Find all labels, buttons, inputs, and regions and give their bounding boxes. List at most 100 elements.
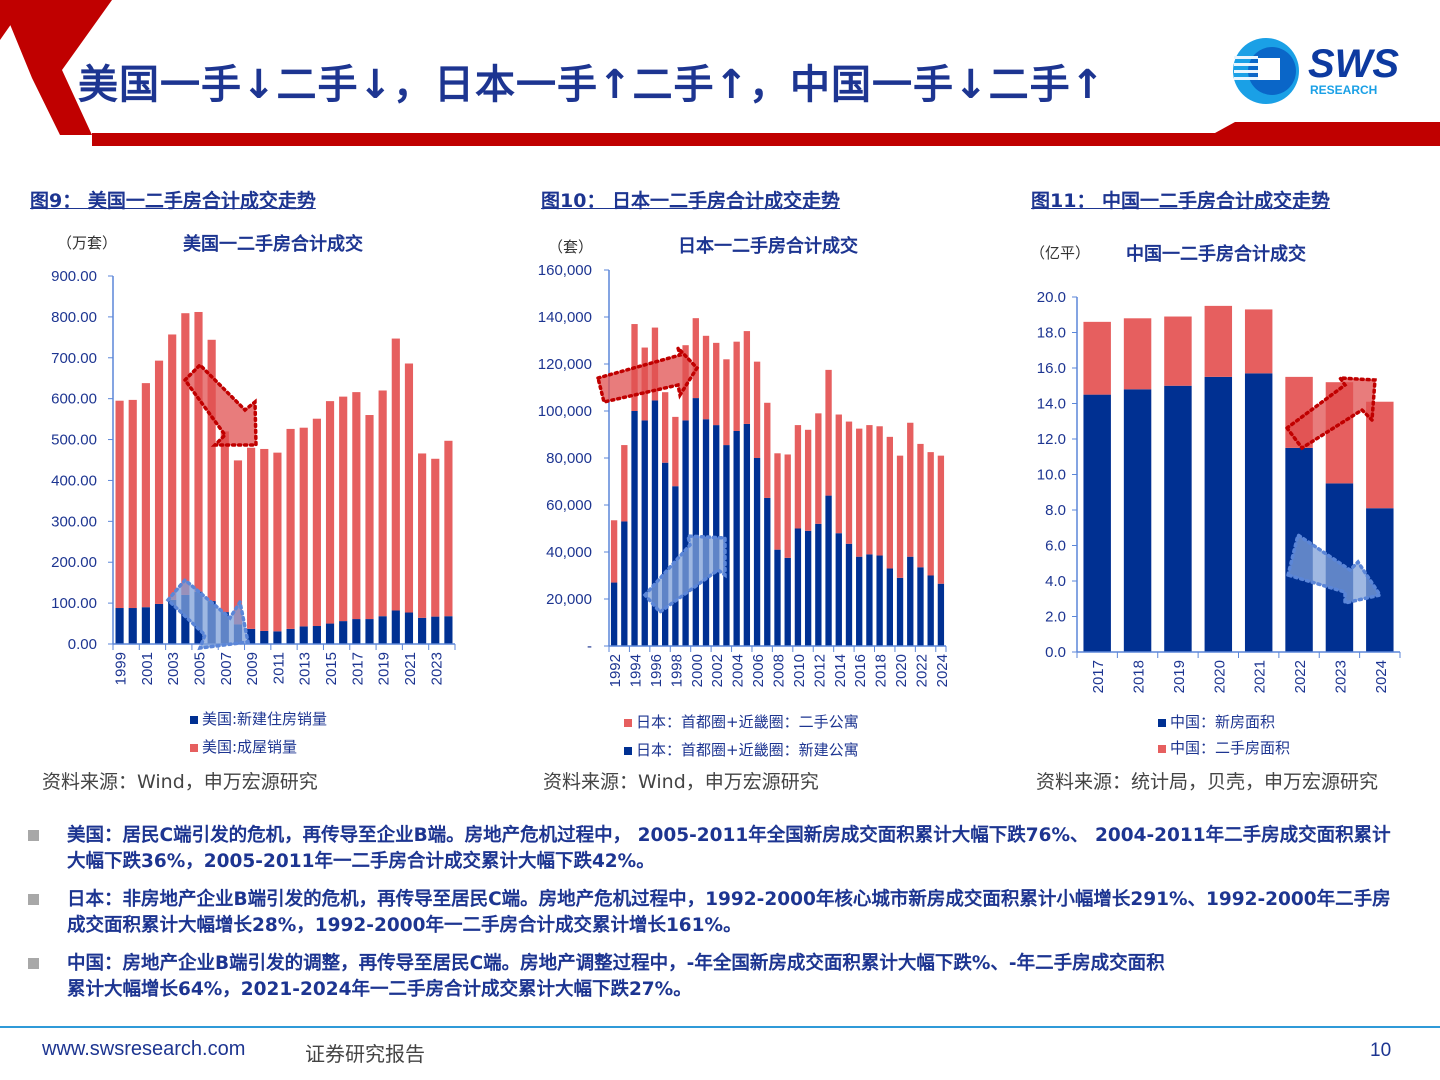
bar-2019-series-0 xyxy=(1164,385,1192,652)
bar-2017-series-1 xyxy=(1083,321,1111,395)
legend-label: 日本：首都圈+近畿圈：新建公寓 xyxy=(636,741,859,759)
chart-2-title: 日本一二手房合计成交 xyxy=(678,236,858,257)
bar-2014-series-0 xyxy=(312,626,321,644)
bar-2018-series-1 xyxy=(876,426,883,556)
bar-1998-series-1 xyxy=(672,416,679,487)
legend-swatch xyxy=(1158,718,1166,727)
bar-2013-series-1 xyxy=(825,369,832,496)
x-tick-label: 2022 xyxy=(1292,660,1309,693)
bar-2001-series-0 xyxy=(702,419,710,646)
x-tick-label: 2018 xyxy=(1131,660,1148,693)
bar-2011-series-0 xyxy=(273,631,282,644)
legend-label: 中国：二手房面积 xyxy=(1170,739,1291,757)
bar-2018-series-1 xyxy=(365,415,374,620)
page-number: 10 xyxy=(1370,1040,1392,1061)
chart-1-legend-2: 美国:成屋销量 xyxy=(190,736,297,757)
bar-1997-series-0 xyxy=(662,462,669,646)
x-tick-label: 2007 xyxy=(218,652,235,685)
bullet-china: 中国：房地产企业B端引发的调整，再传导至居民C端。房地产调整过程中，-年全国新房… xyxy=(28,951,1178,1003)
bar-2023-series-1 xyxy=(927,452,934,576)
x-tick-label: 2023 xyxy=(1332,660,1349,693)
y-tick-label: 700.00 xyxy=(51,350,97,367)
x-tick-label: 2001 xyxy=(139,652,156,685)
bar-2006-series-0 xyxy=(753,458,761,646)
bar-2000-series-1 xyxy=(692,318,699,399)
bar-2010-series-1 xyxy=(260,448,269,631)
bar-2024-series-0 xyxy=(444,616,453,644)
bullet-text: 中国：房地产企业B端引发的调整，再传导至居民C端。房地产调整过程中，-年全国新房… xyxy=(67,953,1165,1000)
y-tick-label: 40,000 xyxy=(546,544,592,561)
y-tick-label: 14.0 xyxy=(1037,396,1066,413)
bar-1992-series-0 xyxy=(610,582,618,646)
chart-3-title: 中国一二手房合计成交 xyxy=(1126,244,1306,265)
bar-2004-series-1 xyxy=(181,313,190,595)
chart-2-legend-1: 日本：首都圈+近畿圈：二手公寓 xyxy=(624,711,859,732)
chart-1: 0.00 100.00 200.00 300.00 400.00 500.00 600.00… xyxy=(51,268,456,685)
y-tick-label: 160,000 xyxy=(538,262,592,279)
legend-swatch xyxy=(624,718,632,727)
bar-2006-series-1 xyxy=(207,339,216,602)
bar-1997-series-1 xyxy=(662,392,669,463)
y-tick-label: 10.0 xyxy=(1037,467,1066,484)
logo-mark-icon xyxy=(1233,38,1299,104)
y-tick-label: 140,000 xyxy=(538,309,592,326)
bar-2017-series-0 xyxy=(1083,394,1111,652)
x-tick-label: 2009 xyxy=(244,652,261,685)
bar-1993-series-1 xyxy=(621,445,628,522)
bar-2010-series-0 xyxy=(794,528,802,646)
x-tick-label: 2017 xyxy=(1090,660,1107,693)
footer-website-link[interactable]: www.swsresearch.com xyxy=(42,1038,246,1060)
bullet-marker xyxy=(28,894,39,905)
bar-2001-series-1 xyxy=(141,383,150,608)
bar-2009-series-0 xyxy=(784,557,791,646)
y-tick-label: 2.0 xyxy=(1045,609,1066,626)
bar-2021-series-0 xyxy=(1244,373,1273,652)
x-tick-label: 2017 xyxy=(349,652,366,685)
figure-11-source: 资料来源：统计局，贝壳，申万宏源研究 xyxy=(1036,771,1379,793)
bar-2018-series-0 xyxy=(365,619,374,644)
y-tick-label: 8.0 xyxy=(1045,502,1066,519)
bar-2008-series-1 xyxy=(233,460,243,625)
x-tick-label: 2019 xyxy=(376,652,393,685)
bar-2004-series-0 xyxy=(181,594,190,644)
y-tick-label: 100,000 xyxy=(538,403,592,420)
bar-2019-series-0 xyxy=(378,616,387,644)
bar-2016-series-1 xyxy=(856,428,863,557)
x-tick-label: 2014 xyxy=(832,654,849,687)
x-tick-label: 2005 xyxy=(192,652,209,685)
china-new-arrow-icon xyxy=(1284,376,1377,451)
y-tick-label: 600.00 xyxy=(51,391,97,408)
bar-2007-series-1 xyxy=(220,431,229,613)
y-tick-label: 6.0 xyxy=(1045,538,1066,555)
page-title: 美国一手↓二手↓，日本一手↑二手↑，中国一手↓二手↑ xyxy=(78,62,1106,108)
bar-2024-series-0 xyxy=(937,583,945,646)
bullet-japan: 日本：非房地产企业B端引发的危机，再传导至居民C端。房地产危机过程中，1992-… xyxy=(28,887,1408,939)
y-tick-label: 100.00 xyxy=(51,595,97,612)
bar-2021-series-1 xyxy=(1244,309,1273,374)
bar-2007-series-0 xyxy=(764,497,771,646)
bullet-marker xyxy=(28,958,39,969)
bar-1999-series-1 xyxy=(115,400,124,609)
bar-2014-series-0 xyxy=(835,533,842,646)
bullet-text: 美国：居民C端引发的危机，再传导至企业B端。房地产危机过程中， 2005-201… xyxy=(67,825,1391,872)
bar-2019-series-0 xyxy=(886,568,893,646)
bar-2001-series-0 xyxy=(141,607,150,644)
chart-2-legend-2: 日本：首都圈+近畿圈：新建公寓 xyxy=(624,739,859,760)
figure-11-unit: （亿平） xyxy=(1030,244,1091,262)
legend-swatch xyxy=(190,715,198,724)
bullet-us: 美国：居民C端引发的危机，再传导至企业B端。房地产危机过程中， 2005-201… xyxy=(28,823,1408,875)
bar-2022-series-0 xyxy=(917,567,924,646)
footer-doc-type: 证券研究报告 xyxy=(305,1042,425,1066)
bullet-marker xyxy=(28,830,39,841)
bar-2004-series-0 xyxy=(733,430,740,646)
bar-2000-series-0 xyxy=(692,398,699,646)
bar-1993-series-0 xyxy=(621,521,628,646)
bar-1999-series-0 xyxy=(115,608,124,644)
bar-1995-series-0 xyxy=(641,420,648,646)
bar-2014-series-1 xyxy=(312,418,321,627)
bar-2021-series-1 xyxy=(404,363,414,613)
x-tick-label: 2002 xyxy=(709,654,726,687)
figure-10-caption: 图10： 日本一二手房合计成交走势 xyxy=(541,190,841,212)
bar-2024-series-1 xyxy=(444,440,453,617)
bar-2013-series-0 xyxy=(825,495,832,646)
